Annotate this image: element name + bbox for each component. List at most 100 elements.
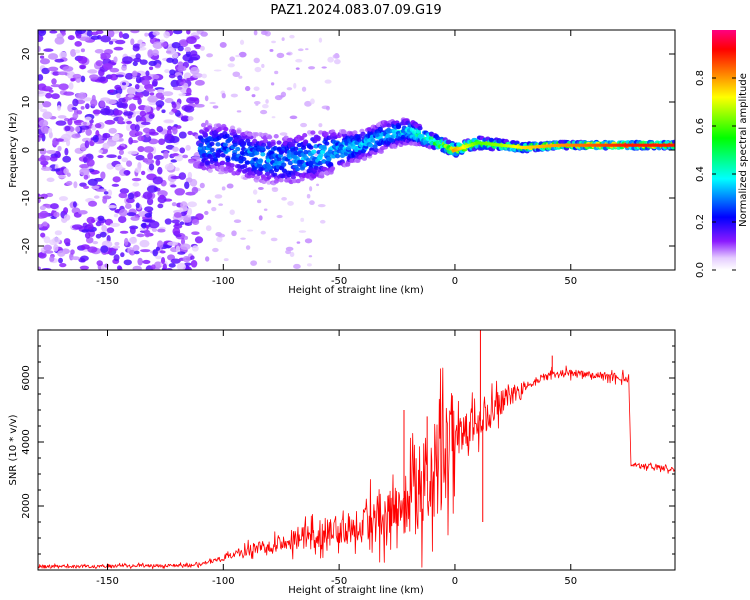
heatmap-cell bbox=[226, 137, 233, 143]
heatmap-cell bbox=[144, 105, 151, 113]
heatmap-cell bbox=[186, 87, 192, 95]
heatmap-cell bbox=[92, 134, 99, 143]
snr-frame bbox=[37, 329, 676, 571]
heatmap-cell bbox=[295, 58, 303, 63]
heatmap-cell bbox=[185, 50, 191, 58]
heatmap-cell bbox=[132, 265, 142, 270]
heatmap-cell bbox=[145, 131, 150, 138]
heatmap-cell bbox=[113, 56, 118, 63]
heatmap-cell bbox=[183, 235, 189, 240]
heatmap-cell bbox=[172, 126, 178, 135]
heatmap-cell bbox=[66, 172, 71, 177]
heatmap-cell bbox=[177, 75, 183, 80]
heatmap-cell bbox=[186, 30, 191, 35]
heatmap-cell bbox=[143, 146, 154, 153]
heatmap-cell bbox=[99, 231, 107, 238]
heatmap-cell bbox=[209, 141, 215, 147]
heatmap-cell bbox=[57, 250, 66, 257]
heatmap-cell bbox=[64, 147, 69, 156]
heatmap-cell bbox=[123, 170, 131, 176]
heatmap-cell bbox=[177, 251, 186, 255]
heatmap-cell bbox=[318, 37, 323, 43]
heatmap-cell bbox=[180, 40, 189, 46]
heatmap-cell bbox=[329, 167, 335, 173]
heatmap-cell bbox=[276, 140, 282, 145]
heatmap-cell bbox=[305, 48, 309, 51]
heatmap-cell bbox=[129, 226, 136, 235]
heatmap-cell bbox=[250, 260, 258, 266]
heatmap-cell bbox=[148, 114, 155, 119]
heatmap-cell bbox=[240, 140, 247, 146]
heatmap-cell bbox=[124, 237, 129, 246]
heatmap-cell bbox=[80, 244, 90, 250]
heatmap-signal-ridge bbox=[197, 117, 675, 186]
heatmap-cell bbox=[191, 231, 200, 235]
heatmap-cell bbox=[207, 199, 212, 204]
heatmap-cell bbox=[38, 197, 41, 204]
heatmap-cell bbox=[212, 105, 219, 109]
heatmap-cell bbox=[223, 258, 229, 262]
heatmap-cell bbox=[129, 249, 136, 256]
heatmap-cell bbox=[209, 147, 215, 153]
heatmap-cell bbox=[195, 213, 204, 221]
heatmap-cell bbox=[96, 76, 106, 83]
heatmap-cell bbox=[39, 147, 47, 155]
heatmap-cell bbox=[80, 48, 85, 53]
heatmap-cell bbox=[108, 40, 114, 45]
colorbar-label: Normalized spectral amplitude bbox=[738, 73, 749, 227]
heatmap-cell bbox=[125, 203, 132, 210]
heatmap-cell bbox=[356, 137, 362, 143]
heatmap-cell bbox=[176, 262, 186, 270]
heatmap-cell bbox=[199, 149, 206, 154]
heatmap-cell bbox=[164, 69, 170, 74]
heatmap-cell bbox=[320, 149, 326, 155]
heatmap-cell bbox=[132, 61, 138, 67]
heatmap-cell bbox=[232, 142, 238, 147]
heatmap-cell bbox=[260, 152, 266, 157]
heatmap-cell bbox=[162, 91, 174, 97]
heatmap-cell bbox=[83, 174, 89, 180]
heatmap-cell bbox=[206, 53, 213, 58]
heatmap-cell bbox=[236, 129, 242, 134]
heatmap-cell bbox=[152, 41, 164, 50]
heatmap-cell bbox=[217, 233, 226, 238]
heatmap-cell bbox=[79, 265, 89, 270]
heatmap-cell bbox=[142, 127, 151, 133]
heatmap-noise-region bbox=[38, 30, 341, 270]
heatmap-cell bbox=[185, 177, 193, 183]
heatmap-cell bbox=[208, 154, 214, 160]
heatmap-cell bbox=[159, 250, 166, 254]
heatmap-cell bbox=[74, 40, 82, 47]
heatmap-cell bbox=[276, 214, 283, 219]
heatmap-cell bbox=[300, 217, 305, 222]
colorbar-tick-label: 0.4 bbox=[695, 166, 706, 182]
heatmap-cell bbox=[57, 71, 68, 76]
heatmap-cell bbox=[268, 169, 275, 174]
heatmap-cell bbox=[132, 45, 140, 52]
heatmap-cell bbox=[126, 160, 133, 167]
heatmap-cell bbox=[184, 262, 192, 266]
heatmap-cell bbox=[391, 143, 397, 149]
heatmap-cell bbox=[122, 56, 133, 64]
heatmap-cell bbox=[140, 249, 151, 253]
heatmap-cell bbox=[267, 260, 272, 264]
heatmap-cell bbox=[107, 189, 113, 197]
heatmap-cell bbox=[141, 79, 151, 86]
heatmap-cell bbox=[116, 145, 125, 151]
heatmap-cell bbox=[88, 200, 98, 207]
heatmap-cell bbox=[223, 126, 229, 132]
heatmap-cell bbox=[207, 125, 213, 130]
heatmap-cell bbox=[200, 45, 205, 51]
heatmap-cell bbox=[253, 30, 258, 36]
heatmap-cell bbox=[146, 197, 154, 206]
heatmap-cell bbox=[194, 79, 205, 86]
heatmap-cell bbox=[71, 106, 77, 111]
heatmap-cell bbox=[165, 50, 172, 54]
heatmap-cell bbox=[122, 33, 130, 40]
heatmap-cell bbox=[281, 162, 287, 167]
heatmap-cell bbox=[224, 133, 230, 139]
heatmap-cell bbox=[191, 219, 200, 225]
snr-background bbox=[38, 330, 675, 570]
heatmap-cell bbox=[227, 63, 235, 68]
